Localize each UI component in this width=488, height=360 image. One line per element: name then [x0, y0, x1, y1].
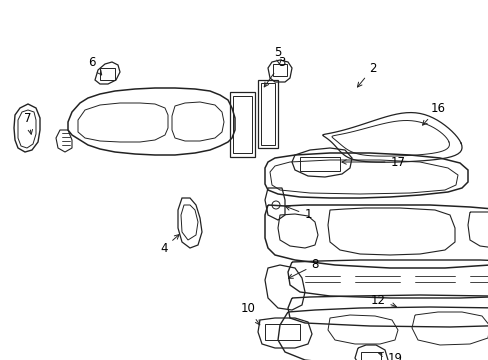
Text: 16: 16 [422, 102, 445, 125]
Text: 21: 21 [0, 359, 1, 360]
Text: 8: 8 [288, 258, 318, 278]
Text: 5: 5 [274, 45, 281, 64]
Text: 10: 10 [240, 302, 259, 325]
Text: 14: 14 [0, 359, 1, 360]
Text: 13: 13 [0, 359, 1, 360]
Bar [229, 92, 254, 157]
Text: 9: 9 [0, 359, 1, 360]
Text: 12: 12 [370, 293, 396, 307]
Bar [299, 157, 339, 171]
Bar [232, 96, 251, 153]
Text: 1: 1 [285, 206, 311, 221]
Bar [258, 80, 278, 148]
Text: 2: 2 [357, 62, 376, 87]
Bar [272, 64, 286, 76]
Text: 4: 4 [160, 235, 179, 255]
Text: 18: 18 [0, 359, 1, 360]
Text: 15: 15 [0, 359, 1, 360]
Text: 3: 3 [264, 55, 285, 87]
Text: 20: 20 [0, 359, 1, 360]
Bar [261, 83, 274, 145]
Text: 11: 11 [0, 359, 1, 360]
Text: 7: 7 [24, 112, 33, 134]
Bar [100, 68, 115, 80]
Bar [264, 324, 299, 340]
Bar [360, 352, 380, 360]
Text: 17: 17 [341, 156, 405, 168]
Text: 19: 19 [378, 351, 402, 360]
Text: 6: 6 [88, 55, 102, 75]
